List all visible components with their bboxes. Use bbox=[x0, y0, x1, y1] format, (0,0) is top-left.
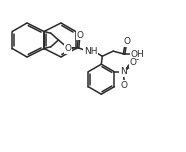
Text: O: O bbox=[64, 44, 71, 53]
Text: NH: NH bbox=[84, 47, 97, 56]
Text: +: + bbox=[124, 66, 129, 71]
Text: O: O bbox=[121, 81, 128, 90]
Text: O: O bbox=[124, 37, 131, 46]
Text: -: - bbox=[135, 55, 138, 64]
Text: O: O bbox=[130, 58, 137, 67]
Text: OH: OH bbox=[131, 50, 145, 59]
Text: N: N bbox=[120, 67, 127, 76]
Text: O: O bbox=[77, 31, 84, 40]
